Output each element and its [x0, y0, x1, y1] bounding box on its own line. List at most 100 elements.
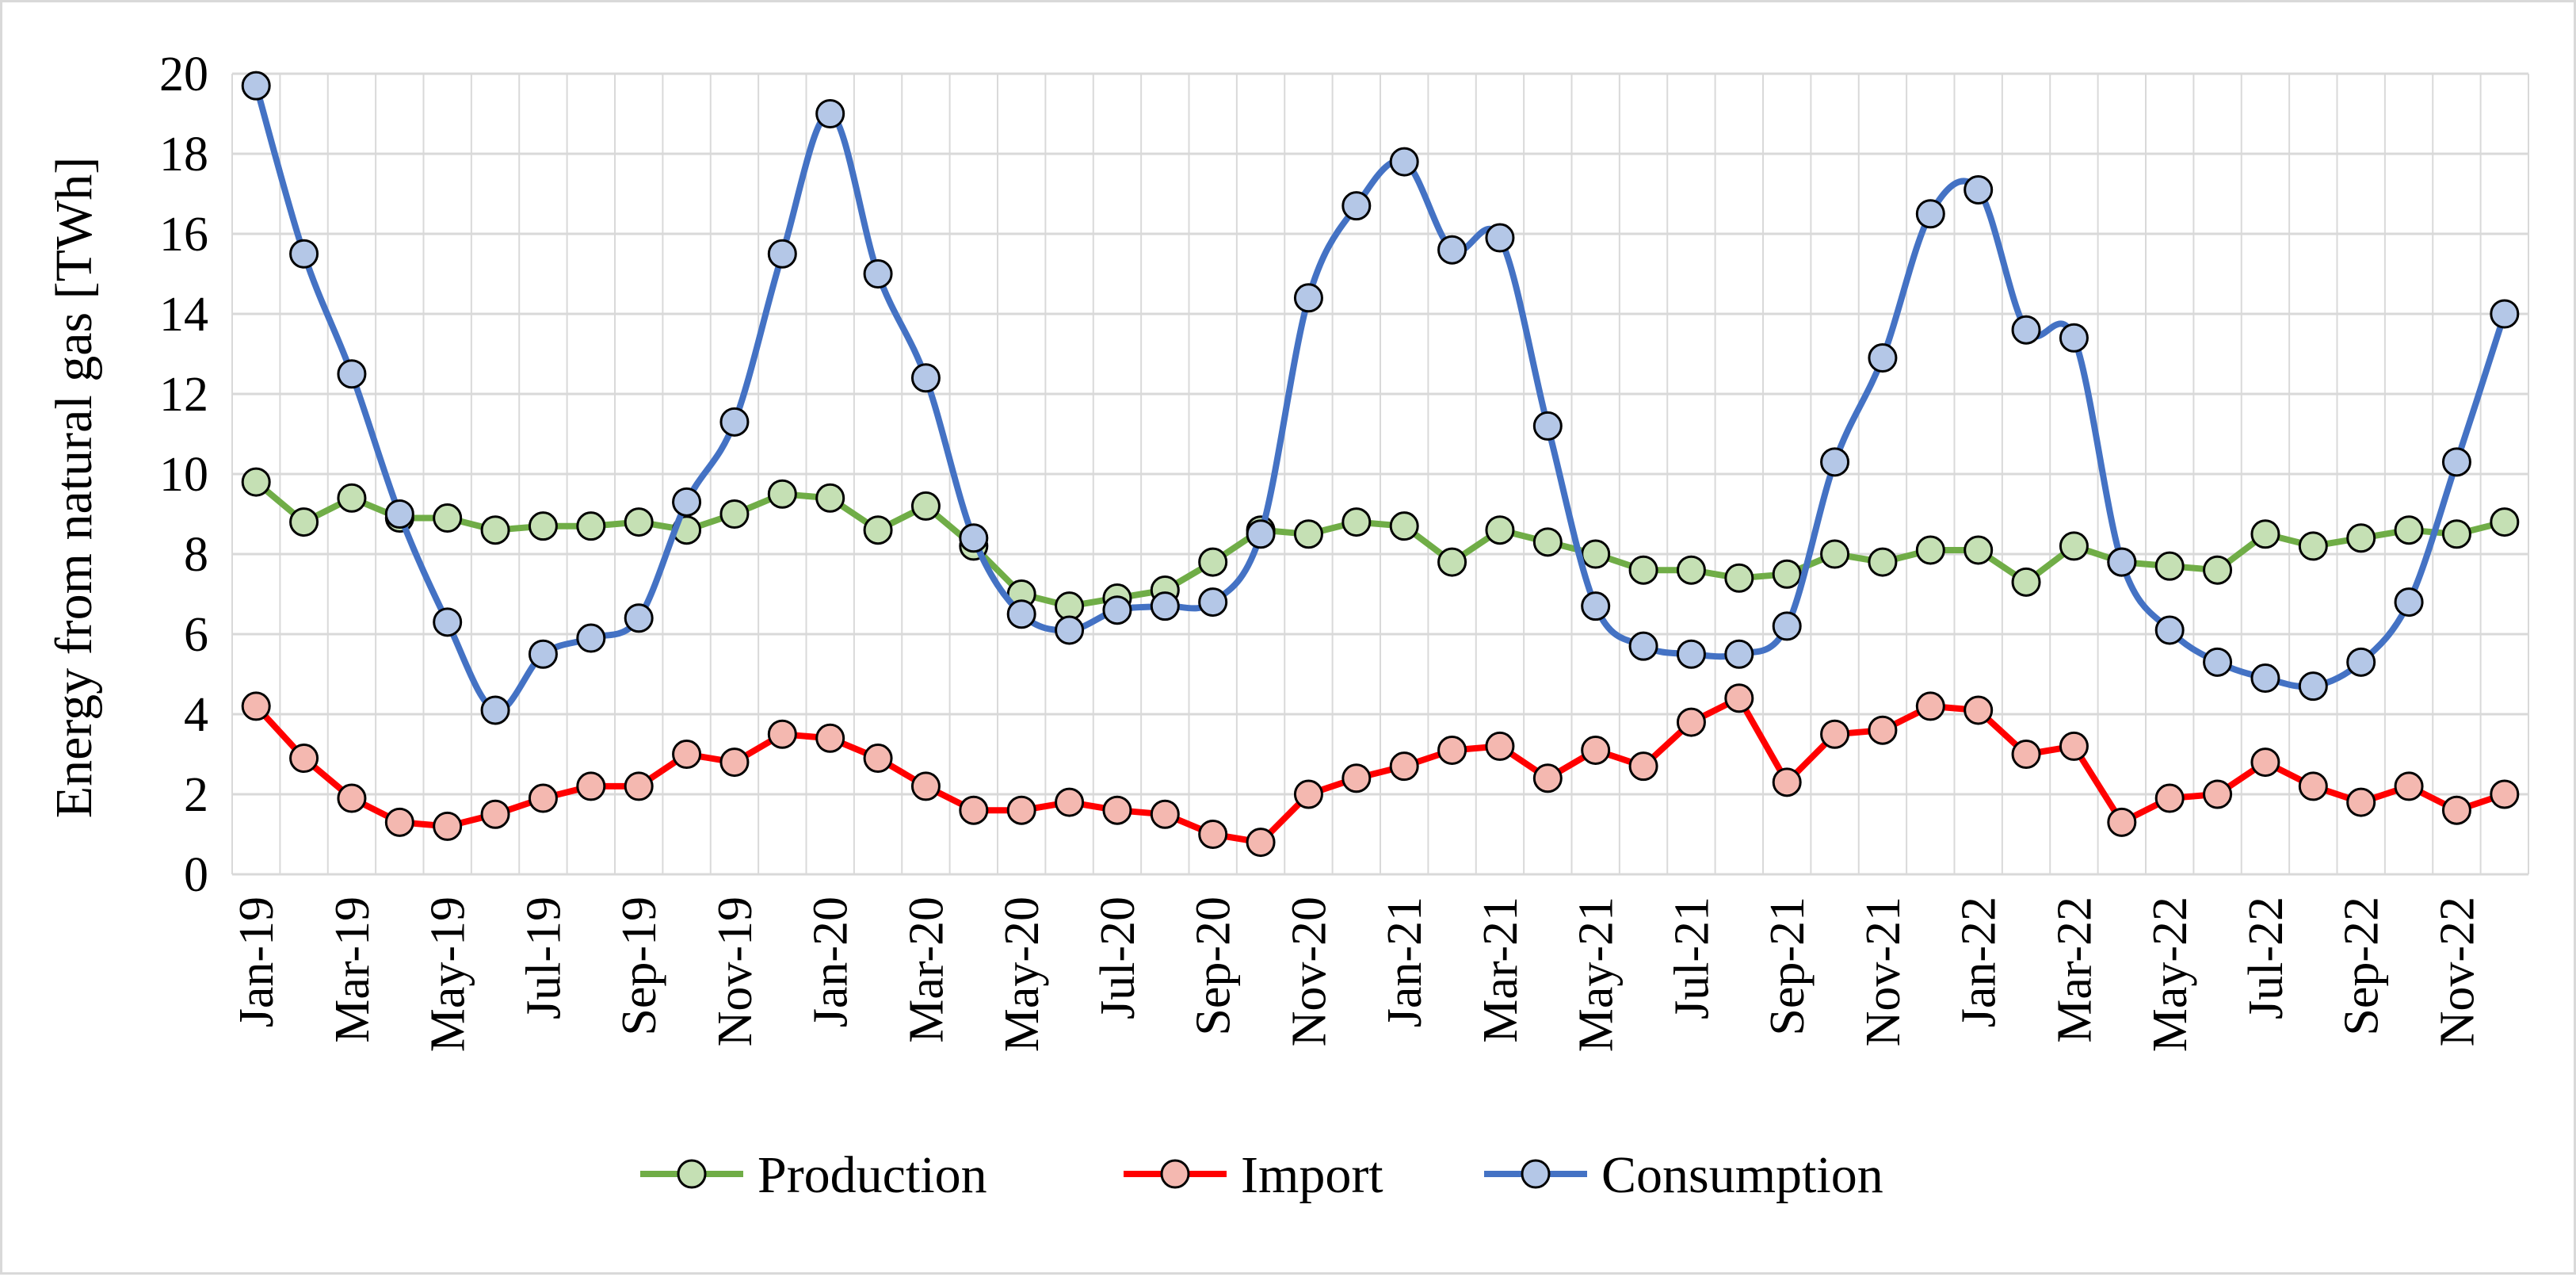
- data-point-consumption: [1150, 591, 1180, 621]
- data-point-consumption: [1676, 639, 1706, 669]
- data-point-production: [1724, 563, 1754, 593]
- y-tick-label: 2: [184, 768, 208, 822]
- series-layer: [241, 71, 2520, 858]
- data-point-import: [480, 799, 510, 829]
- data-point-consumption: [2107, 547, 2137, 577]
- data-point-consumption: [1581, 591, 1611, 621]
- legend-item-production: Production: [640, 1146, 987, 1204]
- data-point-import: [1293, 779, 1323, 809]
- data-point-consumption: [1341, 191, 1372, 221]
- x-tick-label: Nov-19: [708, 897, 762, 1046]
- data-point-consumption: [384, 499, 414, 529]
- data-point-consumption: [1724, 639, 1754, 669]
- data-point-consumption: [1198, 587, 1228, 617]
- data-point-consumption: [815, 99, 845, 128]
- x-tick-label: Jan-22: [1952, 897, 2006, 1027]
- x-tick-label: Sep-21: [1761, 897, 1815, 1036]
- data-point-consumption: [576, 623, 606, 653]
- data-point-import: [1006, 795, 1036, 825]
- x-tick-label: Jan-20: [804, 897, 858, 1027]
- data-point-import: [2298, 771, 2328, 801]
- data-point-production: [624, 507, 654, 537]
- data-point-import: [2059, 731, 2089, 761]
- x-tick-label: Mar-19: [326, 897, 380, 1043]
- data-point-production: [1341, 507, 1372, 537]
- data-point-import: [1724, 683, 1754, 713]
- legend-marker-import: [1160, 1159, 1190, 1189]
- legend-item-consumption: Consumption: [1484, 1146, 1883, 1204]
- legend-item-import: Import: [1124, 1146, 1383, 1204]
- x-tick-label: Nov-22: [2430, 897, 2484, 1046]
- data-point-import: [2011, 740, 2041, 769]
- data-point-production: [2441, 519, 2471, 549]
- y-tick-label: 0: [184, 848, 208, 902]
- x-tick-label: Jul-19: [517, 897, 571, 1019]
- data-point-production: [1293, 519, 1323, 549]
- x-tick-label: Jan-19: [230, 897, 284, 1027]
- data-point-import: [1820, 719, 1850, 749]
- data-point-consumption: [624, 603, 654, 633]
- legend-label-consumption: Consumption: [1601, 1146, 1883, 1204]
- data-point-consumption: [289, 239, 319, 269]
- data-point-production: [815, 483, 845, 513]
- data-point-import: [959, 795, 989, 825]
- data-point-consumption: [433, 607, 463, 637]
- legend-label-production: Production: [758, 1146, 987, 1204]
- data-point-import: [1963, 695, 1994, 725]
- x-tick-label: May-22: [2143, 897, 2197, 1052]
- y-tick-label: 6: [184, 608, 208, 662]
- data-point-production: [2154, 551, 2185, 581]
- data-point-production: [1915, 535, 1945, 565]
- data-point-production: [2394, 515, 2424, 545]
- data-point-production: [2298, 531, 2328, 561]
- data-point-import: [2346, 787, 2376, 817]
- data-point-consumption: [1820, 447, 1850, 477]
- x-tick-label: Sep-22: [2335, 897, 2389, 1036]
- data-point-production: [2490, 507, 2520, 537]
- data-point-consumption: [337, 359, 367, 389]
- data-point-production: [910, 491, 941, 521]
- legend: Production Import Consumption: [640, 1146, 1883, 1204]
- y-tick-label: 10: [159, 448, 208, 502]
- x-tick-label: Sep-20: [1187, 897, 1241, 1036]
- x-tick-label: May-19: [422, 897, 475, 1052]
- data-point-production: [1532, 527, 1563, 557]
- data-point-production: [2346, 523, 2376, 553]
- y-tick-labels: 0 2 4 6 8 10 12 14 16 18 20: [159, 48, 208, 902]
- data-point-production: [1389, 511, 1419, 541]
- data-point-production: [2011, 567, 2041, 597]
- data-point-consumption: [1437, 235, 1467, 265]
- y-tick-label: 12: [159, 368, 208, 422]
- data-point-consumption: [2154, 615, 2185, 645]
- data-point-import: [2441, 795, 2471, 825]
- data-point-import: [1532, 763, 1563, 793]
- data-point-consumption: [719, 407, 750, 437]
- data-point-production: [1581, 539, 1611, 569]
- data-point-import: [719, 747, 750, 778]
- data-point-import: [2250, 747, 2280, 778]
- data-point-import: [815, 723, 845, 753]
- data-point-consumption: [2059, 323, 2089, 353]
- data-point-production: [1676, 555, 1706, 585]
- data-point-production: [1963, 535, 1994, 565]
- data-point-consumption: [1246, 519, 1276, 549]
- data-point-import: [337, 783, 367, 813]
- data-point-production: [2203, 555, 2233, 585]
- data-point-import: [2154, 783, 2185, 813]
- data-point-consumption: [2394, 587, 2424, 617]
- data-point-consumption: [2346, 647, 2376, 677]
- series-import: [241, 683, 2520, 858]
- x-tick-label: Sep-19: [613, 897, 666, 1036]
- data-point-consumption: [1772, 611, 1802, 641]
- x-tick-label: May-21: [1570, 897, 1624, 1052]
- data-point-production: [1198, 547, 1228, 577]
- y-tick-label: 16: [159, 208, 208, 262]
- data-point-consumption: [2011, 315, 2041, 345]
- data-point-production: [480, 515, 510, 545]
- data-point-consumption: [1963, 174, 1994, 205]
- data-point-consumption: [672, 487, 702, 517]
- data-point-consumption: [1293, 283, 1323, 313]
- data-point-consumption: [2250, 663, 2280, 694]
- data-point-consumption: [241, 71, 271, 101]
- data-point-production: [576, 511, 606, 541]
